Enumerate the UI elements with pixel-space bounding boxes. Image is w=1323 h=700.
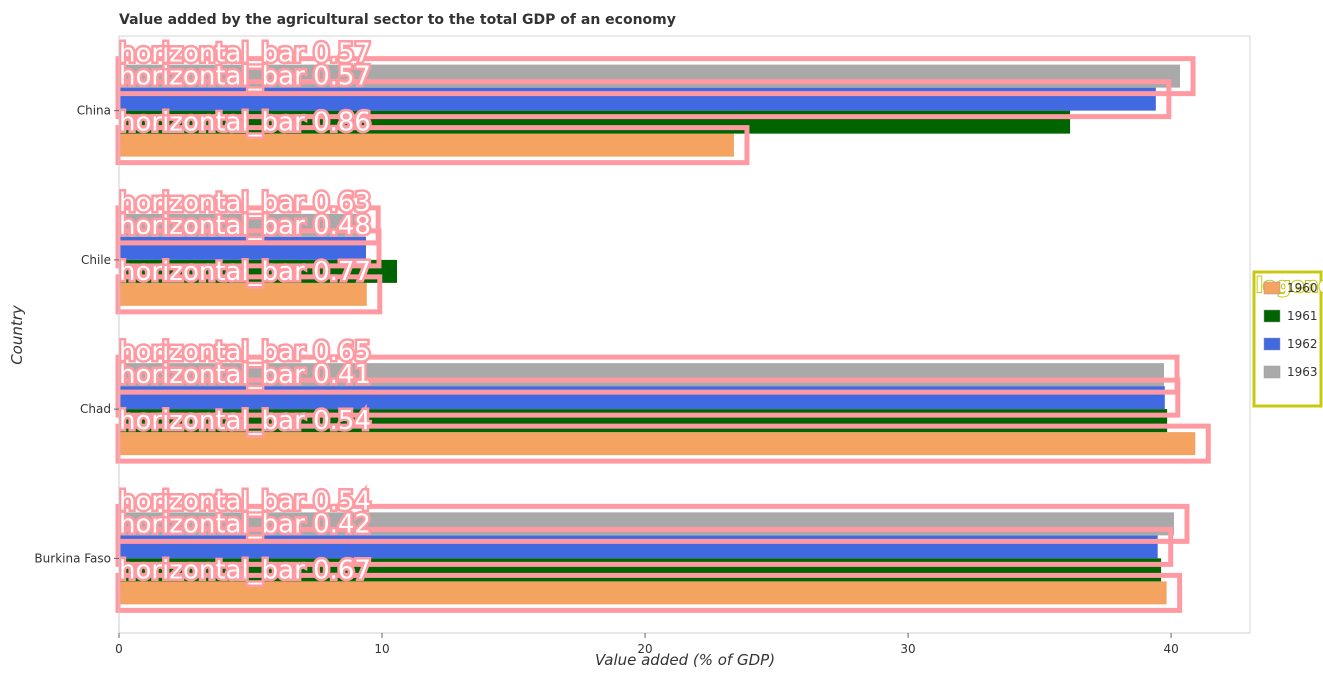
overlay-label-8: horizontal_bar 0.77	[119, 257, 371, 287]
x-axis-label: Value added (% of GDP)	[595, 651, 775, 669]
overlay-box-2	[115, 572, 1183, 613]
overlay-box-6	[115, 205, 381, 246]
overlay-label-3: horizontal_bar 0.65	[119, 337, 371, 367]
y-tick-label-chad: Chad	[80, 402, 111, 416]
legend-swatch-1960	[1263, 281, 1281, 295]
chart-title: Value added by the agricultural sector t…	[119, 12, 676, 28]
legend-swatch-1962	[1263, 337, 1281, 351]
overlay-label-4: horizontal_bar 0.41	[119, 360, 371, 390]
overlay-label-11: horizontal_bar 0.86	[119, 108, 371, 138]
overlay-box-7	[115, 228, 382, 269]
overlay-box-5	[115, 423, 1211, 464]
bar-burkina-faso-1960	[119, 581, 1167, 605]
overlay-box-0	[115, 503, 1190, 544]
x-tick-label: 40	[1163, 642, 1178, 656]
legend-label-1961: 1961	[1287, 309, 1318, 323]
x-tick-label: 30	[900, 642, 915, 656]
bar-china-1960	[119, 133, 734, 157]
legend-label-1963: 1963	[1287, 365, 1318, 379]
overlay-box-9	[115, 56, 1196, 97]
legend-swatch-1961	[1263, 309, 1281, 323]
overlay-label-5: horizontal_bar 0.54	[119, 406, 371, 436]
x-tick-label: 20	[637, 642, 652, 656]
x-axis: 0 10 20 30 40	[115, 632, 1250, 656]
y-tick-label-china: China	[77, 104, 111, 118]
overlay-label-7: horizontal_bar 0.48	[119, 211, 371, 241]
bar-chad-1960	[119, 432, 1196, 456]
overlay-box-1	[115, 526, 1174, 567]
y-axis-label: Country	[8, 304, 26, 365]
overlay-label-2: horizontal_bar 0.67	[119, 555, 371, 585]
y-axis: Burkina Faso Chad Chile China	[34, 36, 120, 633]
overlay-label-9: horizontal_bar 0.57	[119, 39, 371, 69]
overlay-box-8	[115, 274, 383, 315]
x-tick-label: 0	[115, 642, 123, 656]
x-tick-label: 10	[374, 642, 389, 656]
overlay-box-11	[115, 125, 750, 166]
y-tick-label-chile: Chile	[81, 253, 111, 267]
overlay-box-4	[115, 377, 1181, 418]
legend-items: 1960 1961 1962 1963	[1263, 281, 1318, 379]
y-tick-label-burkina-faso: Burkina Faso	[34, 551, 111, 565]
overlay-label-0: horizontal_bar 0.54	[119, 486, 371, 516]
overlay-box-10	[115, 79, 1172, 120]
overlay-box-3	[115, 354, 1180, 395]
overlay-label-1: horizontal_bar 0.42	[119, 509, 371, 539]
bar-chile-1960	[119, 282, 367, 306]
overlay-label-6: horizontal_bar 0.63	[119, 188, 371, 218]
overlay-label-10: horizontal_bar 0.57	[119, 62, 371, 92]
legend-label-1960: 1960	[1287, 281, 1318, 295]
legend-label-1962: 1962	[1287, 337, 1318, 351]
legend-swatch-1963	[1263, 365, 1281, 379]
